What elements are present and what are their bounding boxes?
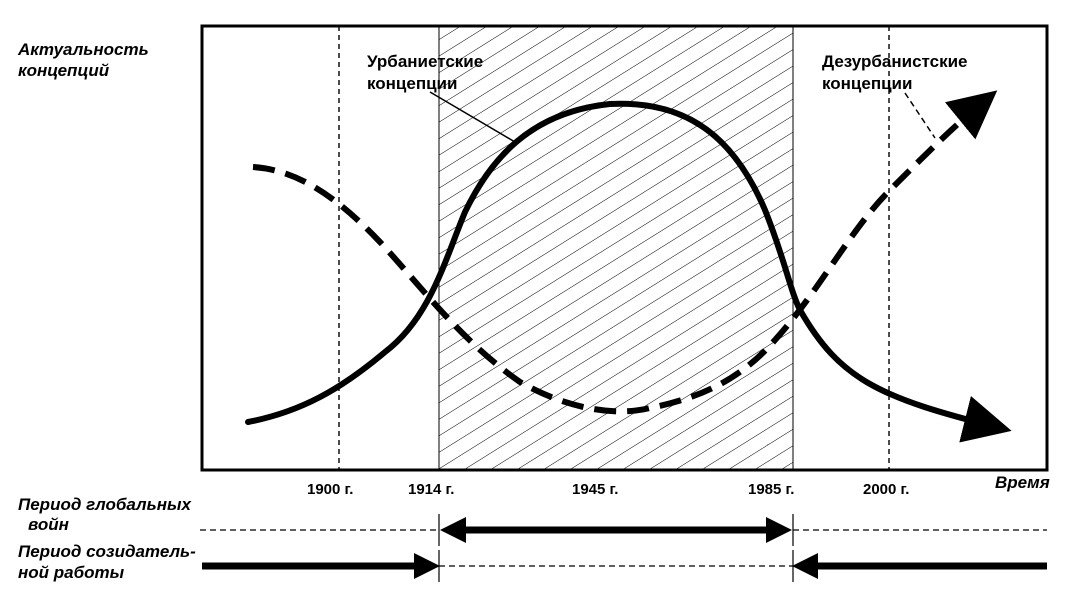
disurbanist-label: Дезурбанистские концепции [822, 52, 972, 93]
tick-label-2000: 2000 г. [863, 481, 909, 498]
disurbanist-curve [252, 90, 998, 415]
wars-arrow-left [440, 517, 466, 543]
urbanist-label: Урбаниетские концепции [367, 52, 488, 93]
tick-label-1914: 1914 г. [408, 481, 454, 498]
wars-period-label: Период глобальных войн [18, 495, 196, 534]
tick-label-1900: 1900 г. [307, 481, 353, 498]
work-arrow-left [414, 553, 440, 579]
urbanist-curve [245, 100, 1012, 443]
tick-label-1985: 1985 г. [748, 481, 794, 498]
x-axis-label: Время [995, 473, 1050, 492]
work-arrow-right [792, 553, 818, 579]
work-period-label: Период созидатель- ной работы [18, 542, 201, 582]
tick-label-1945: 1945 г. [572, 481, 618, 498]
disurbanist-leader-line [904, 92, 936, 139]
urbanist-leader-line [429, 91, 516, 143]
y-axis-label: Актуальность концепций [17, 40, 153, 80]
wars-arrow-right [766, 517, 792, 543]
hatched-period [439, 26, 793, 470]
plot-frame [200, 24, 1049, 472]
